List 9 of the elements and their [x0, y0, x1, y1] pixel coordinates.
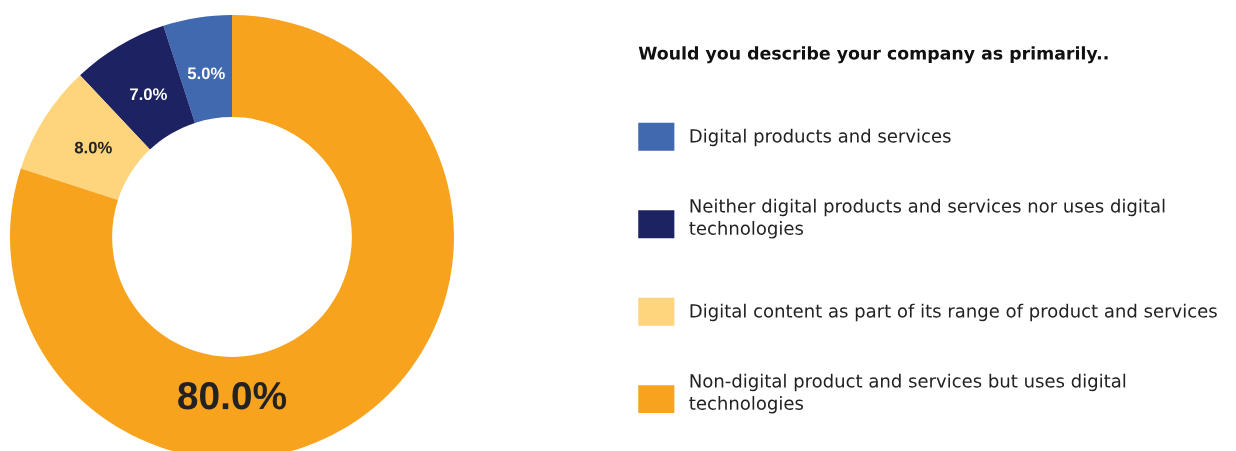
legend-label: Neither digital products and services nor uses digital technologies	[689, 198, 1165, 239]
data-label: 5.0%	[187, 67, 225, 80]
data-label: 7.0%	[130, 88, 167, 101]
legend-title: Would you describe your company as primarily..	[638, 46, 1108, 64]
legend-label: Digital products and services	[690, 128, 951, 147]
data-label: 8.0%	[74, 141, 112, 154]
data-label: 80.0%	[178, 381, 287, 410]
legend-label: Non-digital product and services but uses digital technologies	[689, 373, 1126, 414]
legend-label: Digital content as part of its range of product and services	[690, 303, 1217, 322]
